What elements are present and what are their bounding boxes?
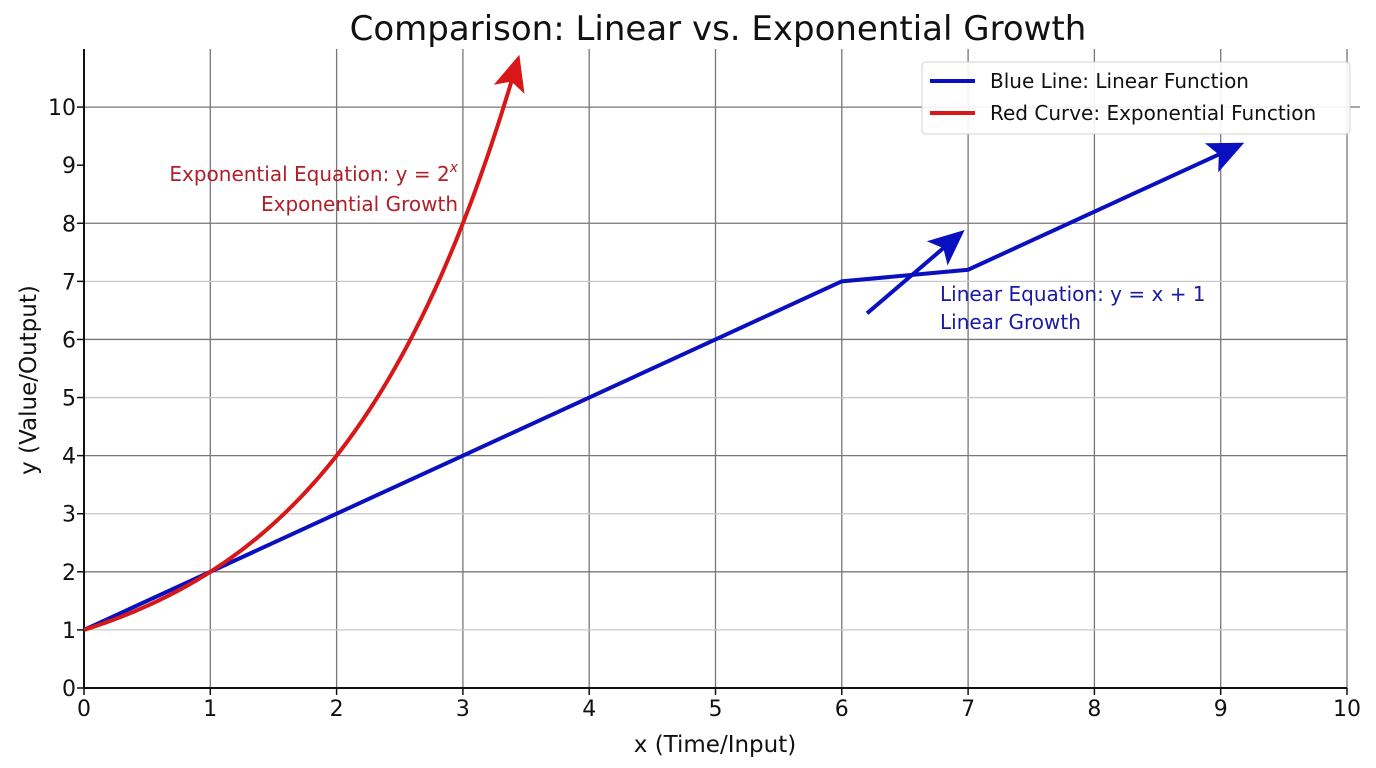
legend-box <box>921 61 1351 135</box>
y-tick-label: 3 <box>62 503 76 528</box>
y-tick-label: 0 <box>62 677 76 702</box>
x-tick-label: 3 <box>456 697 470 722</box>
x-tick-label: 6 <box>835 697 849 722</box>
linear-growth-label: Linear Growth <box>940 310 1081 334</box>
x-tick-label: 4 <box>582 697 596 722</box>
linear-equation-label: Linear Equation: y = x + 1 <box>940 282 1206 306</box>
x-tick-label: 8 <box>1087 697 1101 722</box>
x-axis-label: x (Time/Input) <box>634 732 796 758</box>
x-tick-label: 1 <box>203 697 217 722</box>
y-tick-label: 9 <box>62 154 76 179</box>
y-tick-label: 10 <box>48 96 76 121</box>
y-tick-label: 4 <box>62 445 76 470</box>
exponential-growth-label: Exponential Growth <box>261 192 458 216</box>
x-tick-label: 10 <box>1333 697 1361 722</box>
y-tick-label: 6 <box>62 328 76 353</box>
legend: Blue Line: Linear Function Red Curve: Ex… <box>921 61 1351 135</box>
series <box>83 54 1245 632</box>
y-tick-label: 2 <box>62 561 76 586</box>
exponential-series-curve <box>83 54 525 632</box>
legend-label-linear: Blue Line: Linear Function <box>990 69 1249 93</box>
linear-series-line <box>83 142 1245 632</box>
exponential-equation-label: Exponential Equation: y = 2x <box>169 160 458 186</box>
chart-title: Comparison: Linear vs. Exponential Growt… <box>350 9 1087 49</box>
superscript: x <box>449 160 459 176</box>
x-tick-label: 2 <box>330 697 344 722</box>
x-tick-label: 5 <box>709 697 723 722</box>
grid <box>84 49 1348 688</box>
y-tick-label: 1 <box>62 619 76 644</box>
annotation-arrow <box>865 230 965 315</box>
y-tick-label: 5 <box>62 387 76 412</box>
x-tick-label: 7 <box>961 697 975 722</box>
x-tick-label: 0 <box>77 697 91 722</box>
y-tick-label: 7 <box>62 270 76 295</box>
axes: 0 1 2 3 4 5 6 7 8 9 10 0 1 2 3 4 5 6 7 8 9 10 <box>48 49 1361 722</box>
annotations: Exponential Equation: y = 2x Exponential … <box>169 160 1205 334</box>
y-axis-label: y (Value/Output) <box>16 285 42 475</box>
legend-label-exponential: Red Curve: Exponential Function <box>990 101 1316 125</box>
x-tick-label: 9 <box>1214 697 1228 722</box>
y-tick-label: 8 <box>62 212 76 237</box>
